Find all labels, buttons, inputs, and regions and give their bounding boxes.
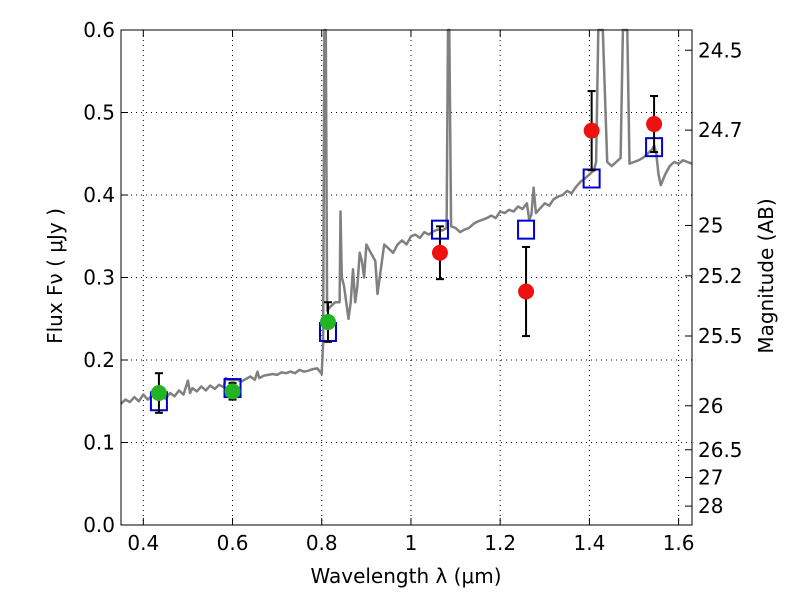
y-tick-label: 0.0 <box>83 513 115 537</box>
x-tick-label: 1.4 <box>573 531 605 555</box>
model-photometry-square <box>517 219 536 240</box>
x-tick-label: 0.6 <box>217 531 249 555</box>
x-tick-label: 0.8 <box>306 531 338 555</box>
right-axis-label: Magnitude (AB) <box>754 198 778 353</box>
photometry-point <box>150 385 167 401</box>
photometry-markers <box>149 90 664 414</box>
y-tick-label: 0.5 <box>83 101 115 125</box>
photometry-point <box>224 383 241 400</box>
photometry-point <box>319 314 336 331</box>
y-tick-label: 0.1 <box>83 431 115 455</box>
mag-tick-label: 24.5 <box>698 38 743 62</box>
mag-tick-label: 26.5 <box>698 438 743 462</box>
x-axis-label: Wavelength λ (μm) <box>310 564 501 588</box>
mag-tick-label: 25.5 <box>698 324 743 348</box>
x-tick-label: 1 <box>405 531 418 555</box>
model-sed-layer <box>120 28 693 405</box>
y-tick-label: 0.4 <box>83 183 115 207</box>
x-tick-label: 1.6 <box>663 531 695 555</box>
mag-tick-label: 27 <box>698 466 723 490</box>
y-tick-label: 0.6 <box>83 18 115 42</box>
photometry-point <box>646 116 663 133</box>
x-tick-label: 1.2 <box>484 531 516 555</box>
photometry-point <box>518 283 535 300</box>
y-axis-label: Flux Fν ( μJy ) <box>43 208 67 344</box>
photometry-point <box>583 122 600 139</box>
y-tick-label: 0.3 <box>83 266 115 290</box>
mag-tick-label: 25 <box>698 213 723 237</box>
mag-tick-label: 26 <box>698 394 723 418</box>
mag-tick-label: 28 <box>698 494 723 518</box>
photometry-point <box>431 244 448 261</box>
mag-tick-label: 25.2 <box>698 264 743 288</box>
y-tick-label: 0.2 <box>83 348 115 372</box>
model-sed-curve <box>120 28 693 405</box>
axis-ticks: 0.4 0.6 0.8 1 1.2 1.4 1.6 0.0 0.1 0.2 0.3 0.4 0.5 0.6… <box>83 18 742 555</box>
x-tick-label: 0.4 <box>127 531 159 555</box>
mag-tick-label: 24.7 <box>698 118 743 142</box>
